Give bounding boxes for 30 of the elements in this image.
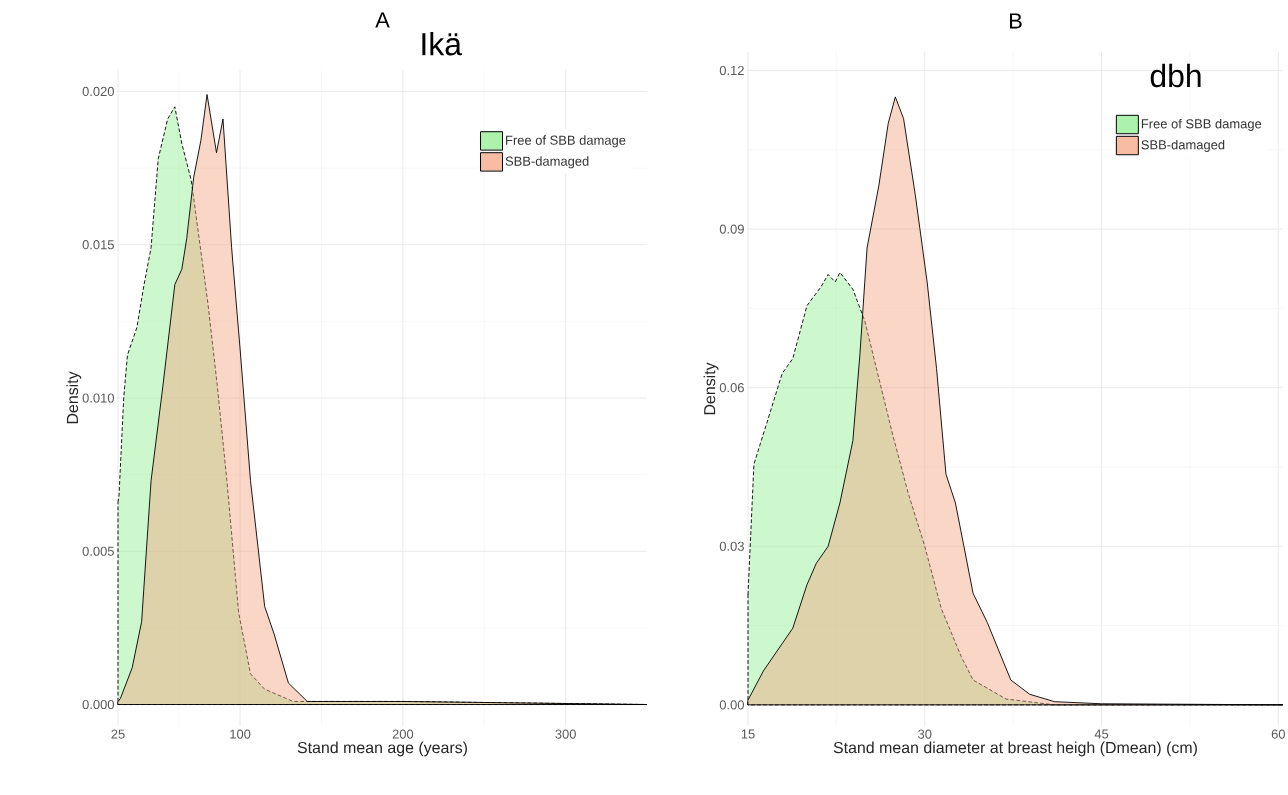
x-tick-label: 30 bbox=[918, 729, 932, 739]
x-tick-label: 200 bbox=[392, 729, 414, 739]
x-tick-label: 45 bbox=[1094, 729, 1109, 739]
annotation: dbh bbox=[1150, 63, 1201, 88]
y-tick-label: 0.06 bbox=[719, 383, 744, 393]
legend-label: SBB-damaged bbox=[505, 156, 589, 169]
legend-label: Free of SBB damage bbox=[506, 135, 626, 148]
y-tick-label: 0.020 bbox=[82, 86, 114, 97]
legend-label: SBB-damaged bbox=[1141, 139, 1225, 152]
y-tick-label: 0.005 bbox=[82, 546, 114, 556]
chart-title: A bbox=[375, 12, 390, 28]
x-tick-label: 100 bbox=[230, 729, 251, 739]
y-tick-label: 0.010 bbox=[82, 393, 114, 403]
chart-title: B bbox=[1010, 13, 1022, 29]
x-tick-label: 25 bbox=[111, 729, 125, 739]
y-tick-label: 0.03 bbox=[719, 541, 744, 551]
y-tick-label: 0.12 bbox=[719, 65, 744, 76]
y-axis-title: Density bbox=[66, 371, 82, 424]
y-tick-label: 0.000 bbox=[82, 699, 114, 710]
y-axis-title: Density bbox=[703, 362, 719, 415]
x-tick-label: 300 bbox=[555, 729, 576, 739]
text: Ikä bbox=[422, 32, 462, 56]
y-tick-label: 0.00 bbox=[719, 700, 744, 710]
y-tick-label: 0.09 bbox=[719, 224, 744, 234]
x-axis-title: Stand mean age (years) bbox=[297, 741, 467, 757]
x-tick-label: 60 bbox=[1271, 729, 1285, 739]
legend-label: Free of SBB damage bbox=[1141, 118, 1262, 131]
x-tick-label: 15 bbox=[741, 729, 755, 739]
x-axis-title: Stand mean diameter at breast heigh (Dmean) (cm) bbox=[833, 741, 1197, 757]
y-tick-label: 0.015 bbox=[82, 240, 114, 250]
